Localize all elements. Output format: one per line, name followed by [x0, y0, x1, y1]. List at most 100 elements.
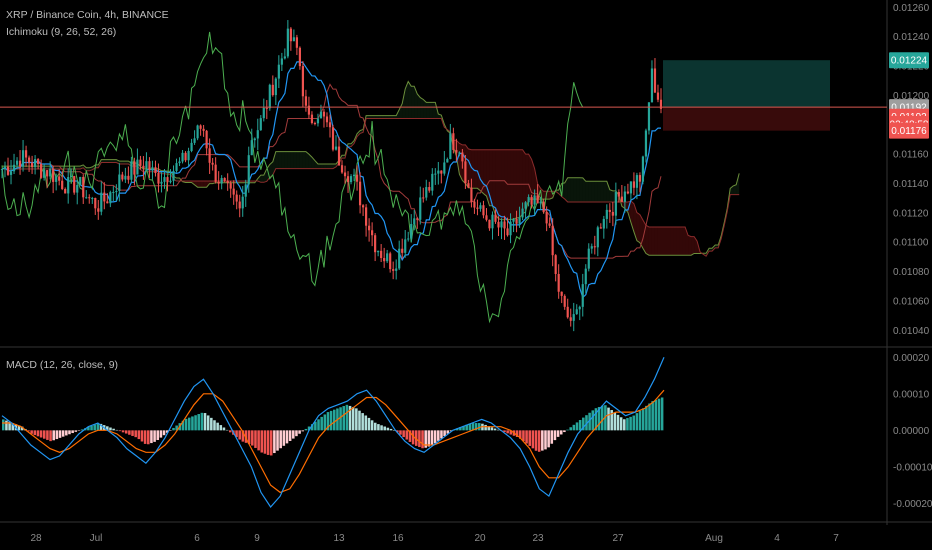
candle-body[interactable] [476, 207, 479, 209]
position-stop-zone[interactable] [663, 107, 830, 131]
candle-body[interactable] [223, 178, 226, 181]
candle-body[interactable] [383, 258, 386, 262]
candle-body[interactable] [572, 314, 575, 321]
candle-body[interactable] [479, 205, 482, 209]
candle-body[interactable] [82, 176, 85, 198]
candle-body[interactable] [253, 138, 256, 141]
candle-body[interactable] [145, 161, 148, 169]
candle-body[interactable] [371, 230, 374, 236]
candle-body[interactable] [395, 268, 398, 271]
candle-body[interactable] [593, 246, 596, 248]
candle-body[interactable] [46, 170, 49, 177]
candle-body[interactable] [157, 173, 160, 184]
candle-body[interactable] [58, 176, 61, 181]
candle-body[interactable] [527, 197, 530, 203]
candle-body[interactable] [226, 180, 229, 184]
candle-body[interactable] [542, 201, 545, 212]
candle-body[interactable] [512, 218, 515, 222]
candle-body[interactable] [629, 181, 632, 194]
candle-body[interactable] [581, 284, 584, 307]
candle-body[interactable] [524, 202, 527, 209]
candle-body[interactable] [410, 223, 413, 239]
candle-body[interactable] [377, 250, 380, 253]
candle-body[interactable] [419, 197, 422, 220]
candle-body[interactable] [440, 170, 443, 174]
candle-body[interactable] [289, 28, 292, 42]
candle-body[interactable] [3, 166, 7, 170]
candle-body[interactable] [443, 162, 446, 174]
candle-body[interactable] [52, 168, 55, 182]
candle-body[interactable] [238, 201, 241, 209]
candle-body[interactable] [268, 84, 271, 109]
candle-body[interactable] [202, 128, 205, 131]
candle-body[interactable] [274, 78, 277, 96]
candle-body[interactable] [650, 68, 654, 103]
candle-body[interactable] [112, 192, 115, 194]
candle-body[interactable] [434, 173, 437, 175]
candle-body[interactable] [265, 107, 268, 109]
candle-body[interactable] [37, 159, 40, 164]
candle-body[interactable] [653, 68, 657, 93]
candle-body[interactable] [262, 107, 265, 119]
candle-body[interactable] [365, 207, 368, 226]
candle-body[interactable] [608, 209, 611, 212]
candle-body[interactable] [626, 191, 629, 194]
candle-body[interactable] [235, 194, 238, 202]
candle-body[interactable] [590, 246, 593, 249]
candle-body[interactable] [464, 161, 467, 184]
candle-body[interactable] [298, 47, 301, 67]
candle-body[interactable] [536, 195, 539, 204]
candle-body[interactable] [392, 269, 395, 271]
candle-body[interactable] [545, 211, 548, 224]
candle-body[interactable] [386, 253, 389, 262]
candle-body[interactable] [121, 174, 124, 180]
candle-body[interactable] [578, 306, 581, 310]
candle-body[interactable] [401, 248, 404, 253]
candle-body[interactable] [100, 192, 103, 212]
candle-body[interactable] [361, 205, 365, 208]
candle-body[interactable] [241, 196, 244, 209]
candle-body[interactable] [115, 191, 118, 193]
candle-body[interactable] [76, 185, 79, 193]
candle-body[interactable] [181, 152, 184, 162]
candle-body[interactable] [271, 84, 274, 96]
candle-body[interactable] [455, 149, 458, 153]
candle-body[interactable] [641, 156, 645, 182]
candle-body[interactable] [21, 150, 25, 167]
candle-body[interactable] [292, 37, 295, 42]
candle-body[interactable] [85, 197, 88, 199]
candle-body[interactable] [494, 214, 497, 222]
candle-body[interactable] [638, 175, 642, 182]
candle-body[interactable] [304, 96, 308, 106]
candle-body[interactable] [659, 99, 663, 109]
candle-body[interactable] [416, 218, 419, 220]
candle-body[interactable] [259, 118, 262, 131]
candle-body[interactable] [389, 253, 392, 270]
candle-body[interactable] [349, 176, 353, 183]
candle-body[interactable] [623, 191, 626, 202]
candle-body[interactable] [521, 208, 524, 218]
candle-body[interactable] [49, 168, 52, 177]
candle-body[interactable] [64, 188, 67, 194]
candle-body[interactable] [515, 218, 518, 224]
candle-body[interactable] [328, 122, 332, 128]
candle-body[interactable] [43, 170, 46, 178]
candle-body[interactable] [6, 166, 10, 175]
candle-body[interactable] [575, 309, 578, 315]
candle-body[interactable] [217, 181, 220, 184]
candle-body[interactable] [97, 208, 100, 212]
candle-body[interactable] [551, 225, 554, 256]
candle-body[interactable] [355, 174, 359, 182]
candle-body[interactable] [163, 177, 166, 182]
candle-body[interactable] [500, 221, 503, 228]
candle-body[interactable] [301, 66, 305, 97]
candle-body[interactable] [596, 227, 599, 248]
candle-body[interactable] [205, 130, 208, 149]
candle-body[interactable] [656, 92, 660, 100]
candle-body[interactable] [295, 37, 298, 48]
candle-body[interactable] [398, 248, 401, 269]
candle-body[interactable] [563, 295, 566, 307]
candle-body[interactable] [211, 162, 214, 165]
candle-body[interactable] [587, 248, 590, 269]
candle-body[interactable] [530, 197, 533, 205]
